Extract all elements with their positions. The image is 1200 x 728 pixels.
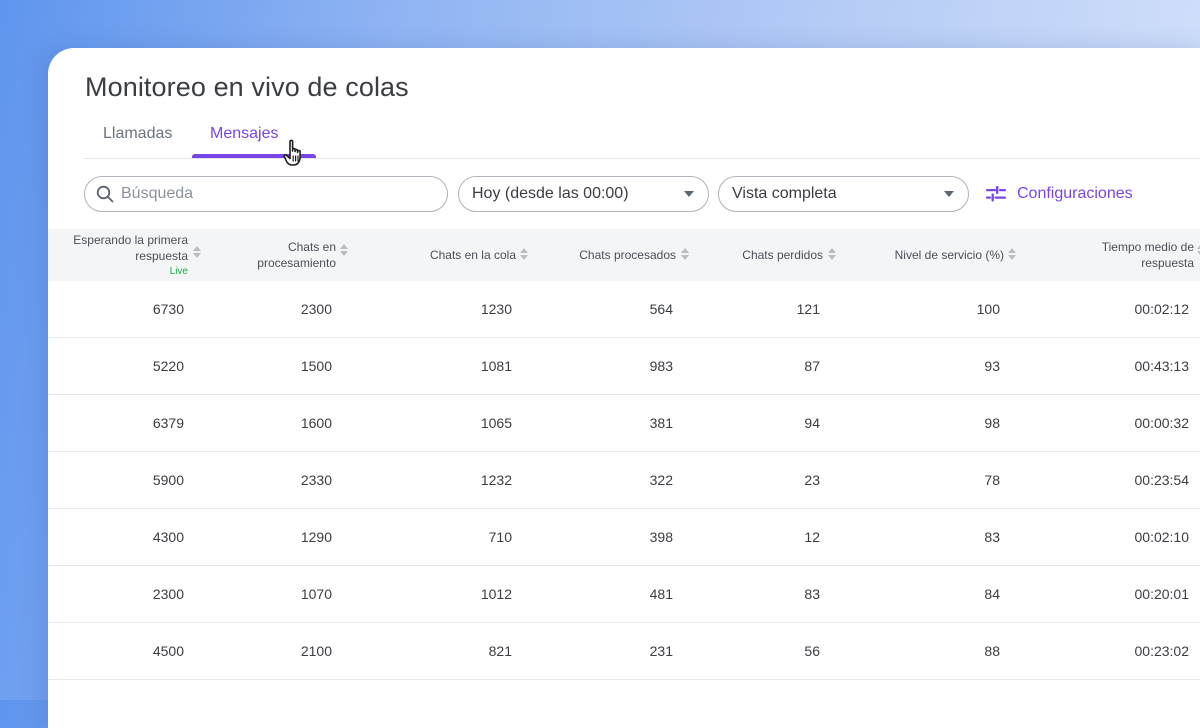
table-cell: 00:23:54 xyxy=(1134,472,1190,488)
view-select-value: Vista completa xyxy=(732,185,837,202)
sort-icon[interactable] xyxy=(1197,244,1200,256)
live-badge: Live xyxy=(169,266,188,277)
sliders-icon xyxy=(986,186,1006,202)
table-cell: 56 xyxy=(804,643,820,659)
page-title: Monitoreo en vivo de colas xyxy=(85,72,409,102)
table-cell: 00:20:01 xyxy=(1134,586,1190,602)
table-cell: 481 xyxy=(649,586,673,602)
table-cell: 2330 xyxy=(300,472,332,488)
table-cell: 710 xyxy=(488,529,512,545)
search-box xyxy=(84,176,448,212)
sort-icon[interactable] xyxy=(828,248,836,260)
table-cell: 4300 xyxy=(152,529,184,545)
sort-icon[interactable] xyxy=(193,246,201,258)
tab-bar: Llamadas Mensajes xyxy=(84,116,1200,159)
caret-down-icon xyxy=(944,191,954,197)
table-cell: 6379 xyxy=(152,415,184,431)
caret-down-icon xyxy=(684,191,694,197)
table-cell: 231 xyxy=(649,643,673,659)
tab-mensajes[interactable]: Mensajes xyxy=(210,125,279,142)
table-cell: 87 xyxy=(804,358,820,374)
table-cell: 983 xyxy=(649,358,673,374)
table-cell: 83 xyxy=(984,529,1000,545)
table-cell: 5900 xyxy=(152,472,184,488)
table-cell: 1230 xyxy=(480,301,512,317)
table-cell: 2300 xyxy=(300,301,332,317)
table-cell: 00:02:12 xyxy=(1134,301,1190,317)
sort-icon[interactable] xyxy=(1008,248,1016,260)
table-cell: 4500 xyxy=(152,643,184,659)
table-row[interactable]: 5900 2330 1232 322 23 78 00:23:54 xyxy=(48,452,1200,509)
table-cell: 88 xyxy=(984,643,1000,659)
table-cell: 83 xyxy=(804,586,820,602)
col-header-queue[interactable]: Chats en la cola xyxy=(429,248,516,262)
table-cell: 6730 xyxy=(152,301,184,317)
table-cell: 821 xyxy=(488,643,512,659)
table-cell: 2300 xyxy=(152,586,184,602)
table-cell: 1065 xyxy=(480,415,512,431)
sort-icon[interactable] xyxy=(340,244,348,256)
table-cell: 1232 xyxy=(480,472,512,488)
sort-icon[interactable] xyxy=(681,248,689,260)
search-icon xyxy=(96,185,114,203)
table-row[interactable]: 2300 1070 1012 481 83 84 00:20:01 xyxy=(48,566,1200,623)
table-cell: 100 xyxy=(976,301,1000,317)
table-cell: 94 xyxy=(804,415,820,431)
col-header-processed[interactable]: Chats procesados xyxy=(579,248,676,262)
table-row[interactable]: 4500 2100 821 231 56 88 00:23:02 xyxy=(48,623,1200,680)
table-row[interactable]: 4300 1290 710 398 12 83 00:02:10 xyxy=(48,509,1200,566)
period-select[interactable]: Hoy (desde las 00:00) xyxy=(458,176,709,212)
table-cell: 1081 xyxy=(480,358,512,374)
queue-monitor-panel: Monitoreo en vivo de colas Llamadas Mens… xyxy=(48,48,1200,728)
hand-pointer-cursor-icon xyxy=(283,139,301,166)
table-cell: 381 xyxy=(649,415,673,431)
table-header: Esperando la primera respuesta Live Chat… xyxy=(48,229,1200,281)
table-cell: 1290 xyxy=(300,529,332,545)
table-cell: 00:00:32 xyxy=(1134,415,1190,431)
table-cell: 00:43:13 xyxy=(1134,358,1190,374)
col-header-avg-response[interactable]: Tiempo medio de respuesta xyxy=(1101,240,1194,270)
table-cell: 98 xyxy=(984,415,1000,431)
table-cell: 2100 xyxy=(300,643,332,659)
period-select-value: Hoy (desde las 00:00) xyxy=(472,185,629,202)
col-header-processing[interactable]: Chats en procesamiento xyxy=(257,240,336,270)
table-cell: 398 xyxy=(649,529,673,545)
table-cell: 23 xyxy=(804,472,820,488)
table-cell: 78 xyxy=(984,472,1000,488)
col-header-service-level[interactable]: Nivel de servicio (%) xyxy=(894,248,1004,262)
table-row[interactable]: 6730 2300 1230 564 121 100 00:02:12 xyxy=(48,281,1200,338)
table-cell: 00:23:02 xyxy=(1134,643,1190,659)
active-tab-indicator xyxy=(192,154,316,158)
table-cell: 121 xyxy=(796,301,820,317)
table-cell: 1500 xyxy=(300,358,332,374)
table-cell: 84 xyxy=(984,586,1000,602)
table-cell: 1012 xyxy=(480,586,512,602)
table-cell: 93 xyxy=(984,358,1000,374)
table-cell: 12 xyxy=(804,529,820,545)
view-select[interactable]: Vista completa xyxy=(718,176,969,212)
col-header-lost[interactable]: Chats perdidos xyxy=(742,248,823,262)
table-cell: 00:02:10 xyxy=(1134,529,1190,545)
tab-llamadas[interactable]: Llamadas xyxy=(103,125,173,142)
sort-icon[interactable] xyxy=(520,248,528,260)
table-cell: 564 xyxy=(649,301,673,317)
table-cell: 5220 xyxy=(152,358,184,374)
search-input[interactable] xyxy=(121,177,431,211)
table-row[interactable]: 6379 1600 1065 381 94 98 00:00:32 xyxy=(48,395,1200,452)
config-label: Configuraciones xyxy=(1017,185,1133,202)
table-cell: 1070 xyxy=(300,586,332,602)
col-header-waiting[interactable]: Esperando la primera respuesta Live xyxy=(73,232,188,280)
table-cell: 322 xyxy=(649,472,673,488)
table-row[interactable]: 5220 1500 1081 983 87 93 00:43:13 xyxy=(48,338,1200,395)
table-cell: 1600 xyxy=(300,415,332,431)
